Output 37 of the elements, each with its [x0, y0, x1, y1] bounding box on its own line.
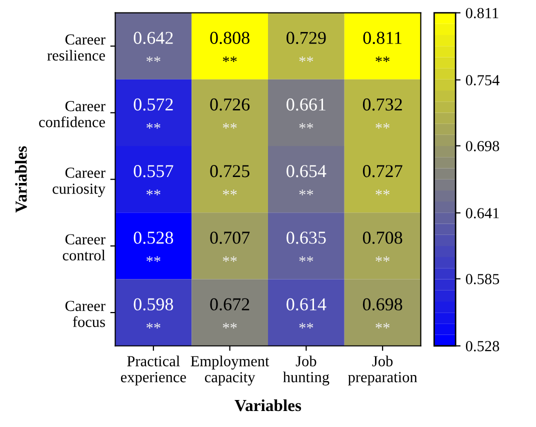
data-label: 0.614 ** — [286, 298, 326, 328]
data-label: 0.572 ** — [134, 98, 173, 129]
x-tick-label: Employment capacity — [190, 356, 270, 386]
data-label: 0.672 ** — [210, 298, 250, 328]
y-tick-label: Career control — [62, 234, 106, 260]
data-label: 0.598 ** — [134, 298, 174, 328]
color-bar-label: 0.754 — [466, 75, 500, 86]
data-label: 0.661 ** — [286, 98, 326, 129]
x-tick-label: Job hunting — [283, 356, 330, 386]
data-label: 0.727 ** — [362, 165, 402, 196]
color-bar-label: 0.585 — [466, 274, 500, 284]
data-label: 0.642 ** — [134, 32, 173, 62]
data-label: 0.654 ** — [286, 165, 326, 196]
data-label: 0.698 ** — [362, 298, 402, 328]
data-label: 0.528 ** — [134, 232, 174, 262]
data-label: 0.635 ** — [286, 232, 326, 262]
data-label: 0.707 ** — [210, 232, 250, 262]
y-axis-title: Variables — [15, 146, 27, 213]
y-tick-label: Career confidence — [39, 100, 106, 128]
data-label: 0.725 ** — [210, 165, 250, 196]
color-bar-label: 0.811 — [466, 8, 498, 18]
data-label: 0.811 ** — [363, 32, 402, 62]
color-bar-label: 0.528 — [466, 341, 500, 352]
x-tick-label: Job preparation — [348, 356, 418, 386]
x-axis-title: Variables — [234, 399, 302, 412]
color-bar-label: 0.698 — [466, 140, 500, 152]
data-label: 0.732 ** — [362, 98, 402, 129]
data-label: 0.557 ** — [134, 165, 174, 196]
y-tick-label: Career curiosity — [52, 168, 106, 198]
x-tick-label: Practical experience — [120, 356, 186, 386]
data-label: 0.726 ** — [210, 98, 250, 129]
data-label: 0.729 ** — [286, 32, 326, 62]
y-tick-label: Career resilience — [47, 34, 106, 61]
data-label: 0.708 ** — [362, 232, 402, 262]
y-tick-label: Career focus — [65, 300, 106, 328]
data-label: 0.808 ** — [210, 32, 250, 62]
color-bar-label: 0.641 — [466, 208, 499, 218]
